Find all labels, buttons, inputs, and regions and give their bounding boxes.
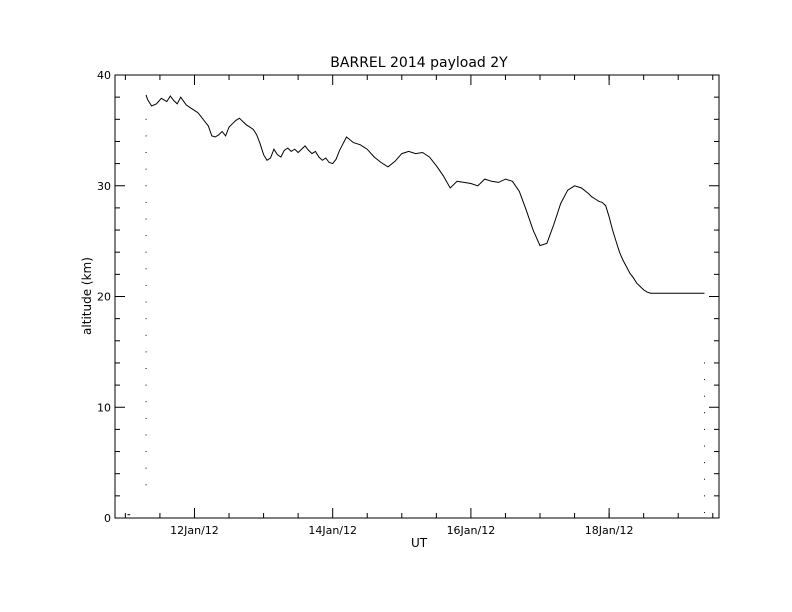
x-tick-label: 12Jan/12 — [170, 524, 219, 537]
ascent-point — [145, 384, 147, 386]
chart-title: BARREL 2014 payload 2Y — [330, 55, 508, 71]
ascent-point — [145, 168, 147, 170]
ascent-point — [145, 201, 147, 203]
descent-point — [703, 495, 705, 497]
descent-point — [703, 445, 705, 447]
ascent-point — [145, 334, 147, 336]
ascent-point — [145, 434, 147, 436]
plot-frame — [114, 74, 720, 519]
ascent-point — [145, 251, 147, 253]
ascent-point — [145, 351, 147, 353]
ascent-descent-dots — [127, 118, 705, 516]
ascent-point — [145, 367, 147, 369]
altitude-line — [145, 94, 705, 294]
y-tick-label: 20 — [97, 291, 111, 304]
descent-point — [703, 478, 705, 480]
ascent-point — [145, 152, 147, 154]
x-tick-label: 18Jan/12 — [585, 524, 634, 537]
x-tick-labels: 12Jan/12 14Jan/12 16Jan/12 18Jan/12 — [170, 524, 633, 537]
descent-point — [703, 462, 705, 464]
descent-point — [703, 395, 705, 397]
ascent-point — [145, 417, 147, 419]
ascent-point — [145, 135, 147, 137]
descent-point — [703, 428, 705, 430]
x-tick-label: 14Jan/12 — [308, 524, 357, 537]
ascent-point — [145, 185, 147, 187]
descent-point — [703, 379, 705, 381]
ascent-point — [145, 467, 147, 469]
descent-point — [703, 511, 705, 513]
x-tick-label: 16Jan/12 — [447, 524, 496, 537]
ascent-point — [145, 235, 147, 237]
y-tick-label: 0 — [104, 512, 111, 525]
y-tick-label: 40 — [97, 69, 111, 82]
ascent-point — [145, 218, 147, 220]
ascent-point — [145, 118, 147, 120]
ascent-point — [145, 301, 147, 303]
descent-point — [703, 362, 705, 364]
y-tick-label: 30 — [97, 180, 111, 193]
altitude-series — [145, 94, 705, 294]
y-axis-label: altitude (km) — [80, 257, 94, 335]
ascent-point — [145, 484, 147, 486]
descent-point — [703, 412, 705, 414]
ascent-point — [145, 284, 147, 286]
y-tick-labels: 0 10 20 30 40 — [97, 69, 111, 525]
ascent-point — [145, 268, 147, 270]
y-tick-label: 10 — [97, 401, 111, 414]
ascent-point — [145, 451, 147, 453]
ascent-point — [145, 401, 147, 403]
axis-ticks — [115, 74, 719, 519]
x-axis-label: UT — [411, 536, 428, 550]
ascent-point — [145, 318, 147, 320]
